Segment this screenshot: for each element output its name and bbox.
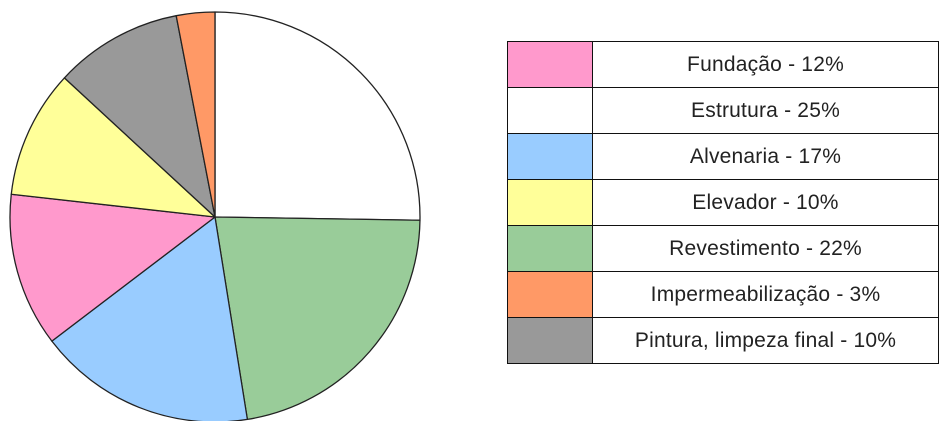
legend-label: Alvenaria - 17% [592,133,939,180]
legend-label: Revestimento - 22% [592,225,939,272]
legend-row: Fundação - 12% [507,41,939,88]
legend-table: Fundação - 12% Estrutura - 25% Alvenaria -… [507,41,939,364]
legend-row: Alvenaria - 17% [507,133,939,180]
pie-slice-0 [214,11,421,221]
pie-chart [9,11,421,421]
legend-row: Elevador - 10% [507,179,939,226]
legend-row: Impermeabilização - 3% [507,271,939,318]
legend-row: Revestimento - 22% [507,225,939,272]
pie-slice-4 [10,77,216,218]
pie-slice-6 [175,11,216,218]
legend-swatch [507,87,593,134]
legend-swatch [507,317,593,364]
pie-slice-2 [51,216,249,421]
pie-slice-1 [214,216,421,421]
legend-row: Pintura, limpeza final - 10% [507,317,939,364]
legend-label: Impermeabilização - 3% [592,271,939,318]
legend-label: Pintura, limpeza final - 10% [592,317,939,364]
legend-label: Fundação - 12% [592,41,939,88]
legend-swatch [507,41,593,88]
legend-label: Elevador - 10% [592,179,939,226]
legend-body: Fundação - 12% Estrutura - 25% Alvenaria -… [507,41,939,364]
legend-swatch [507,133,593,180]
legend-swatch [507,179,593,226]
legend-swatch [507,225,593,272]
pie-slice-5 [63,15,216,218]
legend-swatch [507,271,593,318]
legend-row: Estrutura - 25% [507,87,939,134]
legend-label: Estrutura - 25% [592,87,939,134]
pie-slice-3 [9,193,216,342]
